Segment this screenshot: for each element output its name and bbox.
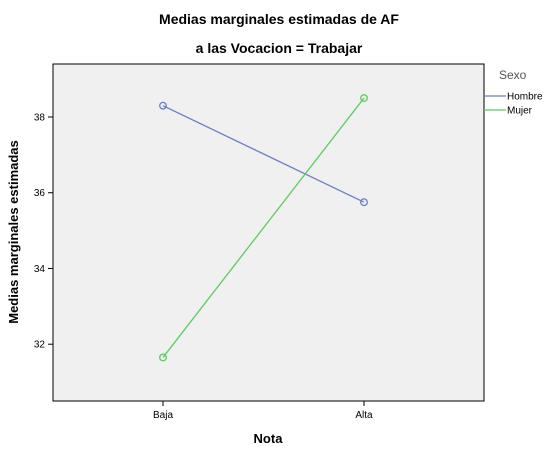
plot-area (52, 63, 485, 402)
y-tick-label: 36 (34, 188, 46, 199)
chart-subtitle: a las Vocacion = Trabajar (196, 40, 363, 56)
x-axis-title: Nota (254, 431, 284, 446)
y-axis: 32 34 36 38 (34, 113, 53, 351)
legend-label-hombre: Hombre (507, 92, 543, 103)
series-line-mujer (162, 97, 365, 358)
y-tick-label: 34 (34, 264, 46, 275)
legend-title: Sexo (499, 68, 527, 82)
chart-title: Medias marginales estimadas de AF (159, 11, 399, 27)
data-point-mujer (360, 94, 368, 103)
x-axis: Baja Alta (153, 401, 373, 421)
data-point-mujer (159, 353, 167, 362)
legend-label-mujer: Mujer (507, 106, 533, 117)
legend: Sexo Hombre Mujer (484, 68, 543, 117)
y-tick-label: 38 (34, 113, 46, 124)
series-layer (159, 94, 368, 362)
y-axis-title: Medias marginales estimadas (6, 140, 21, 324)
x-tick-label: Alta (355, 410, 373, 421)
y-tick-label: 32 (34, 340, 46, 351)
data-point-hombre (360, 198, 368, 207)
x-tick-label: Baja (153, 410, 173, 421)
series-line-hombre (162, 105, 365, 203)
data-point-hombre (159, 101, 167, 110)
